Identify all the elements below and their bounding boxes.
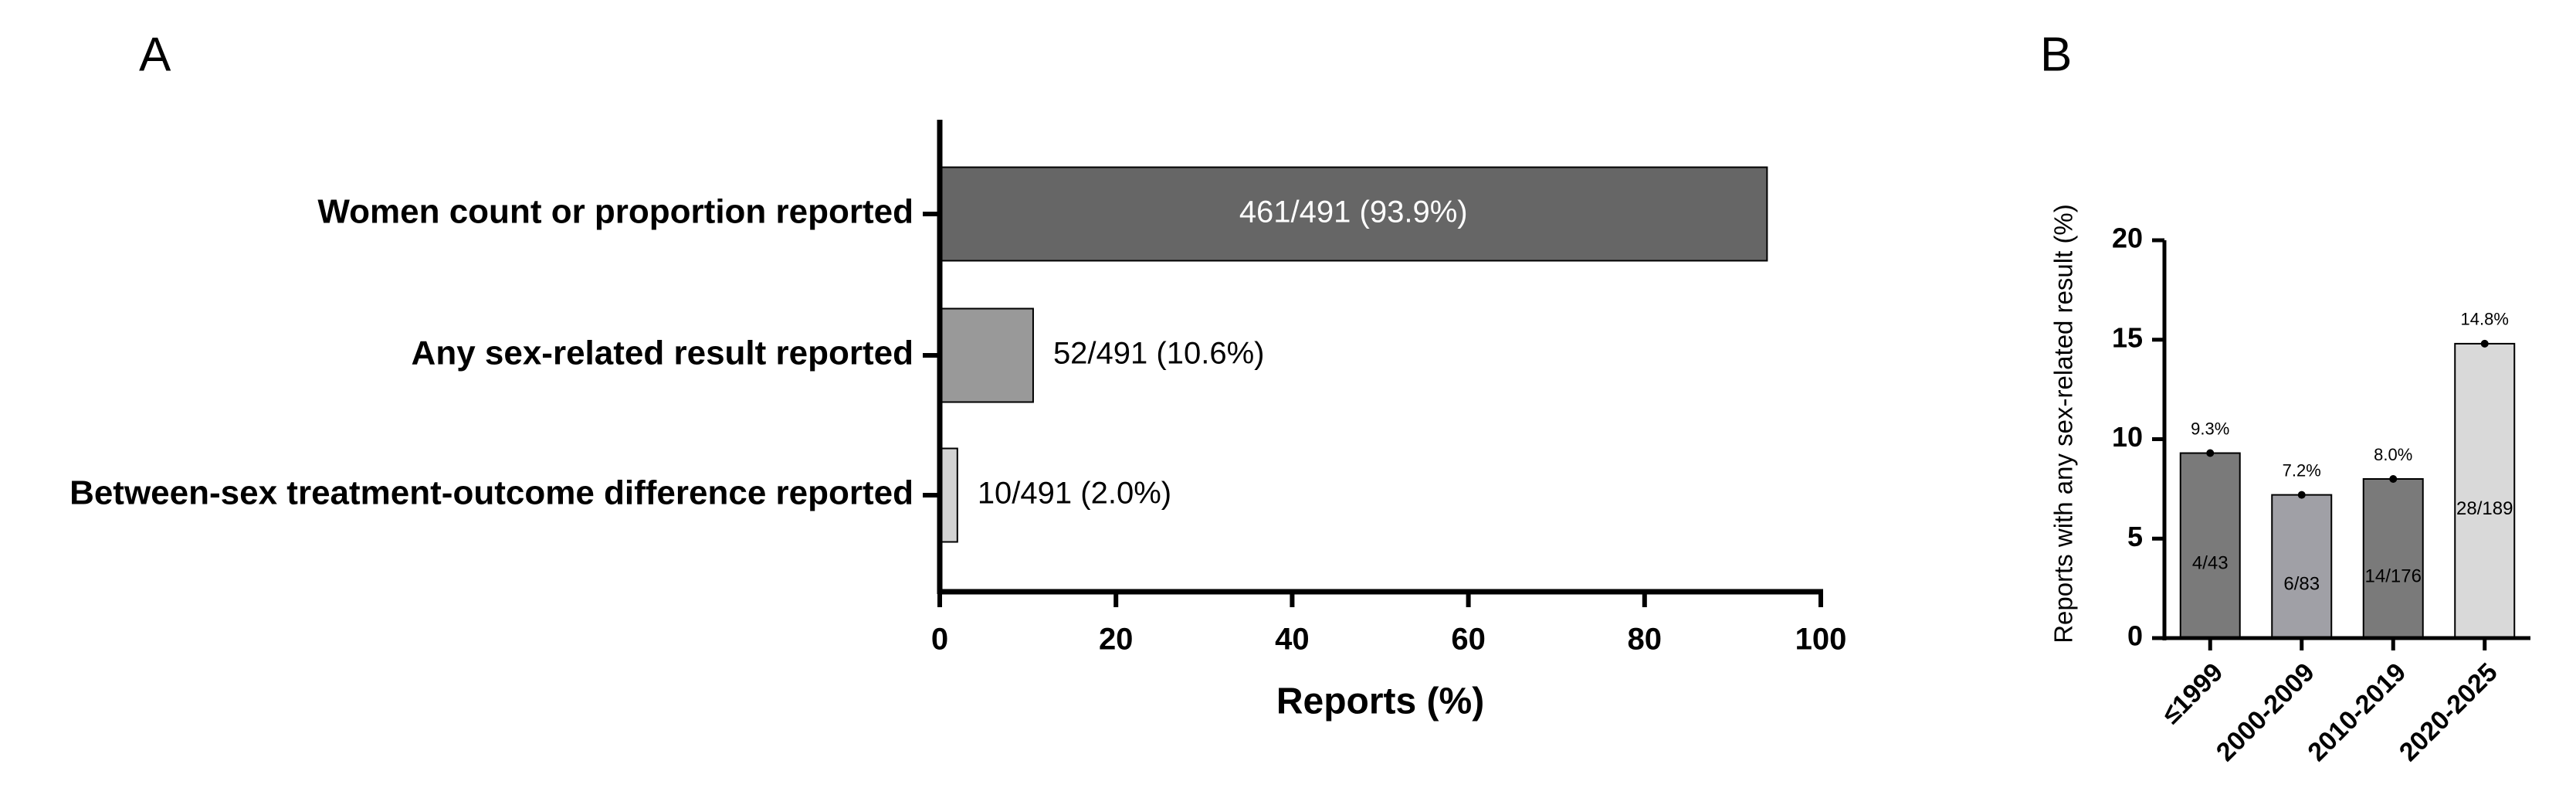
y-axis-label: Reports with any sex-related result (%) [2049,204,2078,643]
point [2389,475,2398,483]
x-tick-label: 2000-2009 [2211,657,2320,767]
point [2480,339,2489,348]
value-label: 7.2% [2283,460,2321,480]
bar [2271,494,2333,639]
bar [2362,478,2424,639]
count-label: 6/83 [2283,574,2320,595]
y-tick-label: 15 [2112,321,2143,353]
bar [939,166,1768,262]
x-tick-label: 2020-2025 [2394,657,2503,767]
y-tick-label: 20 [2112,222,2143,254]
count-label: 4/43 [2192,553,2229,574]
x-tick-label: 40 [1275,623,1310,657]
point [2206,449,2215,457]
x-tick-label: 2010-2019 [2302,657,2412,767]
bar [939,307,1034,403]
point [2297,491,2306,499]
value-label: 10/491 (2.0%) [978,477,1171,511]
panel-label: B [2040,28,2072,81]
value-label: 8.0% [2374,445,2412,464]
category-label: Women count or proportion reported [317,193,913,231]
x-tick-label: 20 [1099,623,1134,657]
x-tick-label: ≤1999 [2157,657,2229,730]
x-tick-label: 0 [931,623,948,657]
count-label: 28/189 [2456,498,2513,519]
y-tick-label: 5 [2127,521,2143,552]
y-tick-label: 0 [2127,620,2143,652]
value-label: 9.3% [2191,419,2229,438]
x-axis-label: Reports (%) [1276,681,1484,722]
value-label: 14.8% [2461,310,2509,329]
value-label: 52/491 (10.6%) [1053,337,1265,371]
x-tick-label: 100 [1795,623,1847,657]
count-label: 14/176 [2365,565,2422,586]
panel-label: A [139,28,171,81]
x-tick-label: 60 [1451,623,1486,657]
bar [2454,342,2516,639]
bar [2179,452,2241,640]
x-tick-label: 80 [1628,623,1663,657]
category-label: Any sex-related result reported [412,334,913,372]
category-label: Between-sex treatment-outcome difference… [69,474,913,512]
value-label: 461/491 (93.9%) [1239,195,1468,229]
y-tick-label: 10 [2112,421,2143,453]
